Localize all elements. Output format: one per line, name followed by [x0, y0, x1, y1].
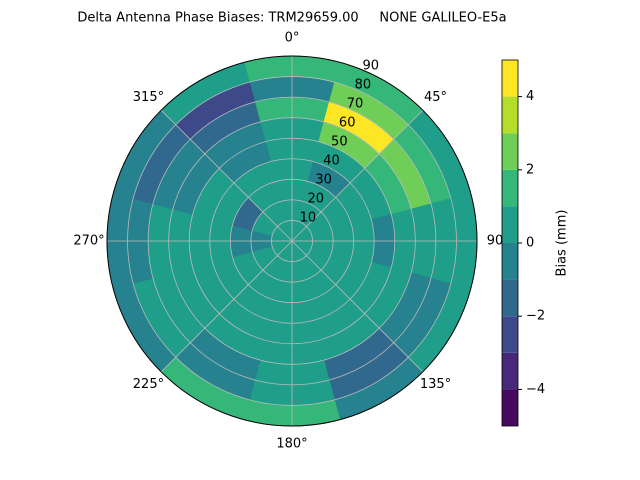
angular-tick-label: 45°	[424, 90, 447, 105]
angular-grid	[291, 109, 424, 242]
radial-tick-label: 50	[331, 135, 348, 150]
colorbar-tick-label: 2	[526, 162, 534, 177]
radial-tick-label: 70	[347, 97, 364, 112]
angular-grid	[291, 240, 424, 373]
colorbar-band	[502, 96, 518, 134]
angular-tick-label: 135°	[420, 377, 451, 392]
angular-grid	[160, 240, 293, 373]
colorbar-band	[502, 169, 518, 207]
angular-tick-label: 225°	[133, 377, 164, 392]
polar-frame	[106, 55, 478, 427]
radial-tick-label: 30	[315, 173, 332, 188]
angular-tick-label: 270°	[73, 234, 104, 249]
radial-tick-label: 40	[323, 154, 340, 169]
colorbar-tick-label: 4	[526, 89, 534, 104]
angular-grid	[160, 109, 293, 242]
radial-tick-label: 80	[355, 78, 372, 93]
colorbar-band	[502, 389, 518, 426]
colorbar-tick-label: −4	[526, 382, 545, 397]
angular-tick-label: 180°	[276, 437, 307, 452]
angular-tick-label: 315°	[133, 90, 164, 105]
angular-tick-label: 90	[487, 234, 504, 249]
angular-tick-label: 0°	[285, 31, 300, 46]
chart-title: Delta Antenna Phase Biases: TRM29659.00 …	[77, 11, 506, 26]
colorbar-band	[502, 352, 518, 390]
colorbar-label: Bias (mm)	[555, 210, 570, 277]
colorbar-band	[502, 60, 518, 97]
radial-tick-label: 60	[339, 116, 356, 131]
colorbar-band	[502, 133, 518, 170]
colorbar-tick-label: 0	[526, 236, 534, 251]
colorbar-band	[502, 243, 518, 280]
radial-tick-label: 10	[300, 211, 317, 226]
colorbar-band	[502, 279, 518, 317]
radial-tick-label: 20	[307, 192, 324, 207]
radial-tick-label: 90	[363, 59, 380, 74]
colorbar-tick-label: −2	[526, 309, 545, 324]
colorbar-band	[502, 316, 518, 353]
colorbar-band	[502, 206, 518, 243]
